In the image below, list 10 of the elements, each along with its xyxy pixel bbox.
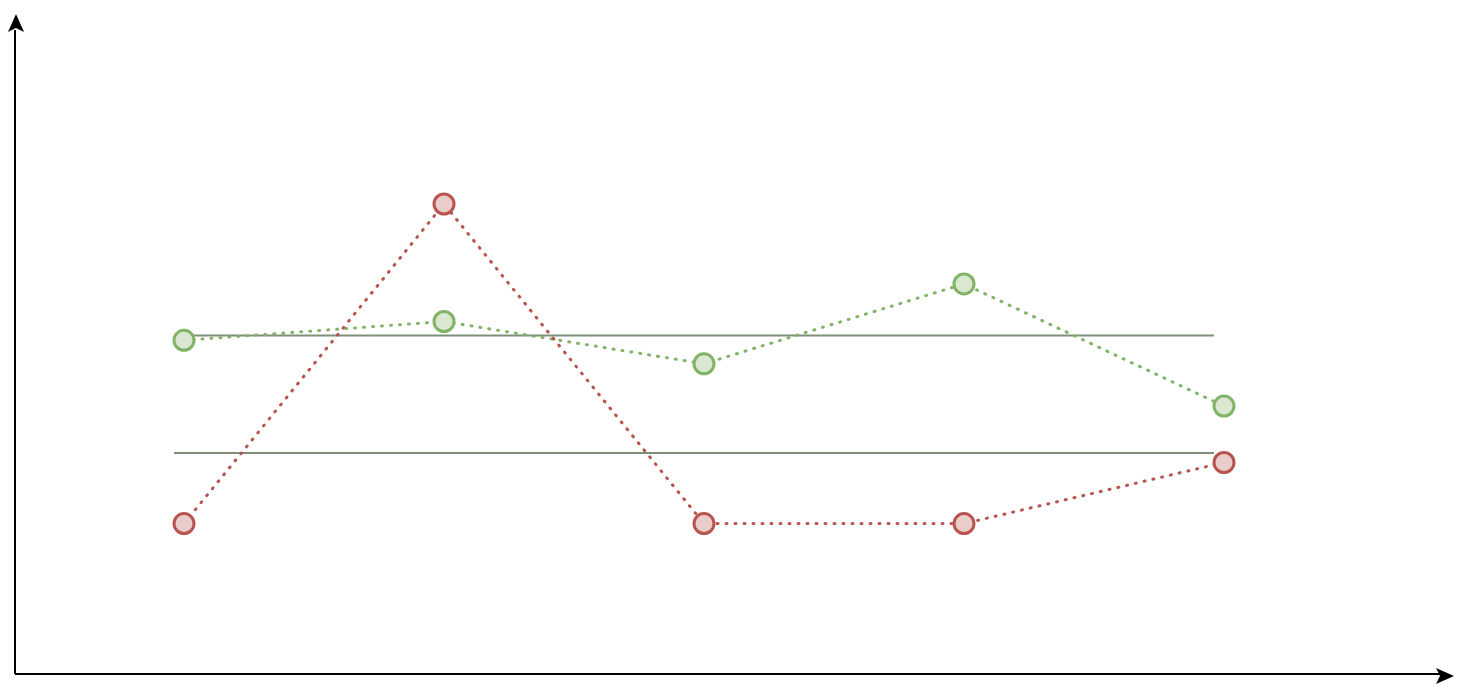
point	[432, 192, 456, 216]
point	[432, 310, 456, 333]
point	[952, 512, 976, 536]
point	[692, 352, 716, 376]
point	[692, 512, 716, 536]
point	[952, 272, 976, 296]
point	[172, 512, 196, 536]
point	[1212, 394, 1236, 418]
point	[1212, 451, 1236, 474]
point	[172, 328, 196, 352]
